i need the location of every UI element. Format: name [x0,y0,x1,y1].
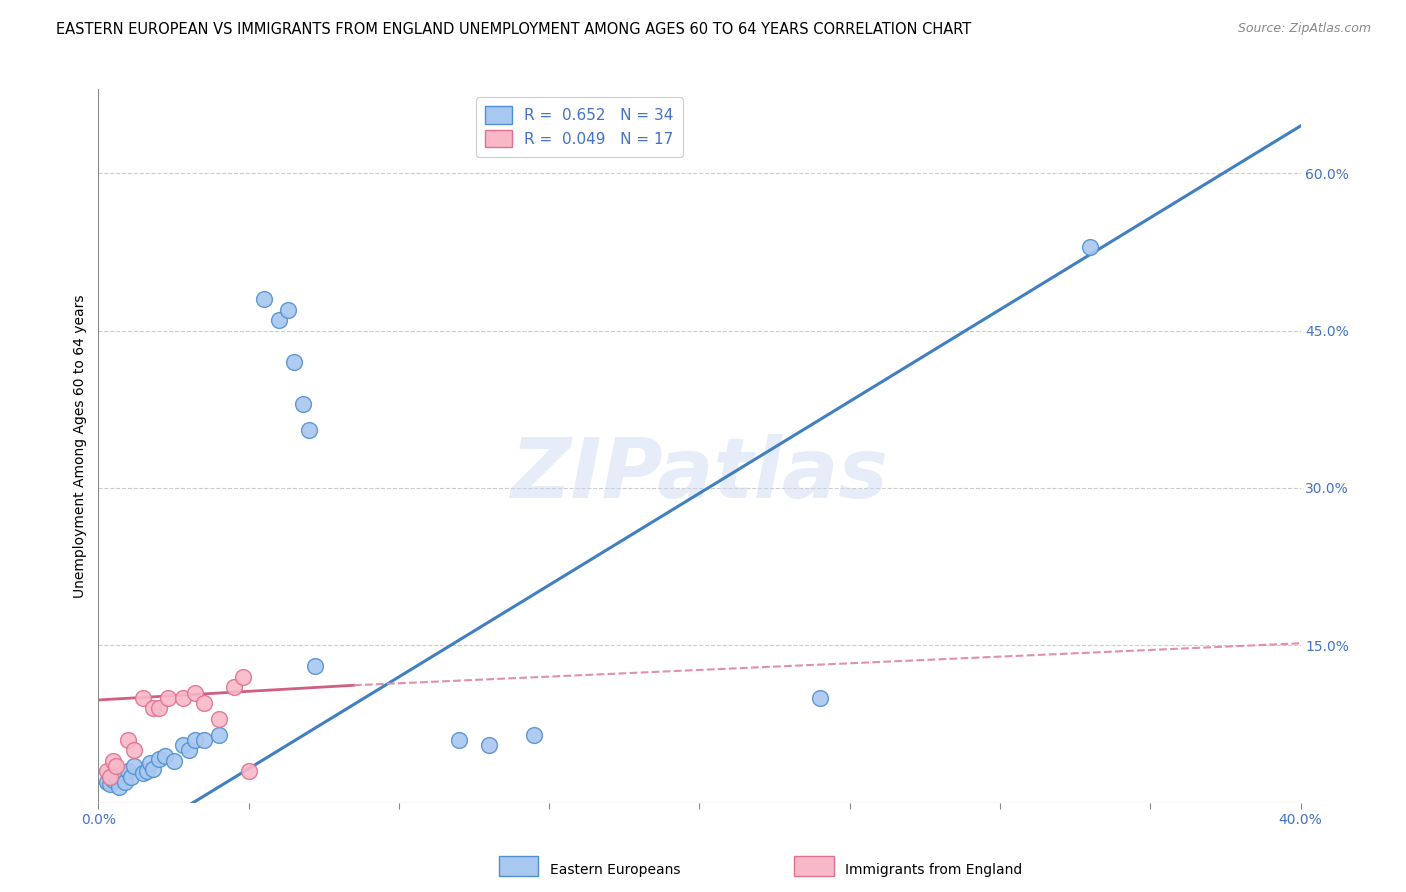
Point [447,732,470,747]
Point [124,759,146,773]
Point [138,756,160,770]
Point [96,764,118,779]
Point [523,728,546,742]
Point [808,690,831,705]
Y-axis label: Unemployment Among Ages 60 to 64 years: Unemployment Among Ages 60 to 64 years [73,294,87,598]
Point [277,302,299,317]
Point [108,780,131,794]
Text: EASTERN EUROPEAN VS IMMIGRANTS FROM ENGLAND UNEMPLOYMENT AMONG AGES 60 TO 64 YEA: EASTERN EUROPEAN VS IMMIGRANTS FROM ENGL… [56,22,972,37]
Point [105,770,128,784]
Point [183,685,205,699]
Legend: R =  0.652   N = 34, R =  0.049   N = 17: R = 0.652 N = 34, R = 0.049 N = 17 [475,97,683,157]
Point [103,772,125,787]
Point [304,659,326,673]
Point [148,701,170,715]
Point [132,690,155,705]
Point [172,690,194,705]
Point [208,728,231,742]
Point [105,759,128,773]
Point [162,754,184,768]
Point [100,770,122,784]
Point [1078,239,1101,253]
Point [208,712,231,726]
Text: Eastern Europeans: Eastern Europeans [550,863,681,877]
Point [117,732,139,747]
Point [124,743,146,757]
Point [253,292,276,306]
Point [132,766,155,780]
Text: Immigrants from England: Immigrants from England [845,863,1022,877]
Point [111,766,134,780]
Point [141,762,163,776]
Point [183,732,205,747]
Point [291,397,314,411]
Point [298,423,321,437]
Point [103,754,125,768]
Point [135,764,157,779]
Point [100,777,122,791]
Point [172,738,194,752]
Point [267,313,290,327]
Point [222,681,245,695]
Point [121,770,143,784]
Point [283,355,305,369]
Point [141,701,163,715]
Point [177,743,200,757]
Text: ZIPatlas: ZIPatlas [510,434,889,515]
Point [153,748,176,763]
Point [148,752,170,766]
Point [193,732,215,747]
Point [96,774,118,789]
Text: Source: ZipAtlas.com: Source: ZipAtlas.com [1237,22,1371,36]
Point [117,764,139,779]
Point [232,670,254,684]
Point [478,738,501,752]
Point [156,690,179,705]
Point [193,696,215,710]
Point [238,764,260,779]
Point [114,774,136,789]
